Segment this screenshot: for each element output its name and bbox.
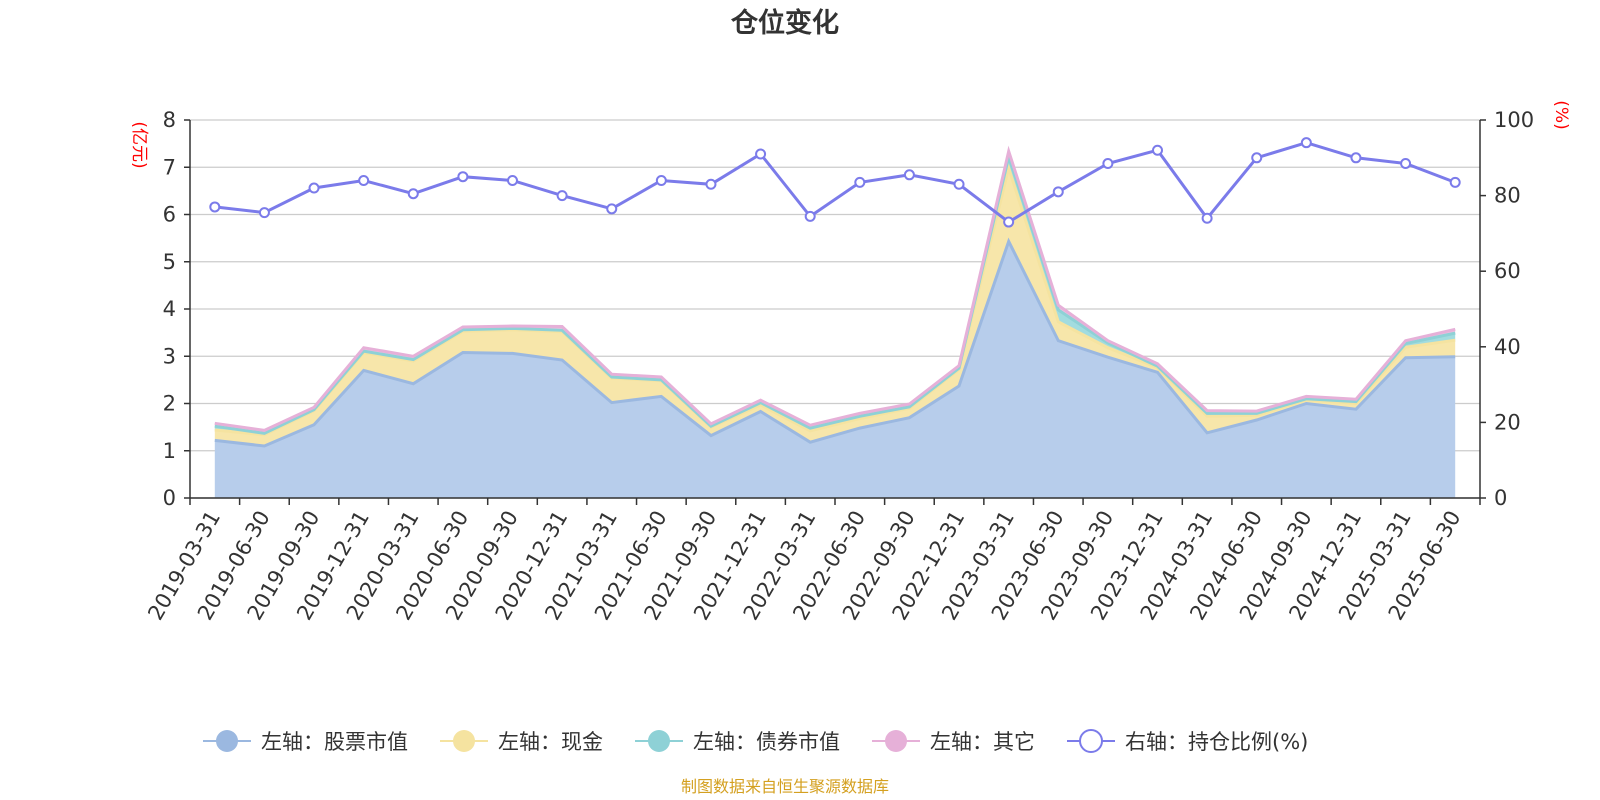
left-tick-label: 0 (163, 486, 176, 510)
ratio-point (705, 178, 717, 190)
right-tick-label: 0 (1494, 486, 1507, 510)
ratio-point (457, 171, 469, 183)
left-tick-label: 4 (163, 297, 176, 321)
legend-item[interactable]: 左轴：股票市值 (203, 730, 408, 754)
right-y-axis: (%) 0 20 40 60 80 100 (1479, 100, 1571, 510)
ratio-point (755, 148, 767, 160)
right-tick-label: 80 (1494, 184, 1521, 208)
ratio-point (1300, 137, 1312, 149)
left-axis-unit: (亿元) (129, 121, 149, 168)
ratio-line (209, 137, 1461, 228)
left-tick-label: 2 (163, 392, 176, 416)
ratio-series-line (214, 141, 1456, 224)
legend-marker (453, 730, 475, 752)
ratio-point (1201, 212, 1213, 224)
right-tick-label: 100 (1494, 108, 1534, 132)
legend-label: 左轴：现金 (498, 730, 603, 754)
legend-label: 左轴：债券市值 (693, 730, 840, 754)
legend-item[interactable]: 左轴：其它 (872, 730, 1035, 754)
right-tick-label: 40 (1494, 335, 1521, 359)
ratio-point (903, 169, 915, 181)
ratio-point (1003, 216, 1015, 228)
ratio-point (953, 178, 965, 190)
legend-item[interactable]: 左轴：债券市值 (635, 730, 840, 754)
legend-item[interactable]: 左轴：现金 (440, 730, 603, 754)
right-tick-label: 20 (1494, 410, 1521, 434)
legend-item[interactable]: 右轴：持仓比例(%) (1067, 729, 1308, 754)
left-tick-label: 5 (163, 250, 176, 274)
left-tick-label: 7 (163, 155, 176, 179)
left-tick-label: 1 (163, 439, 176, 463)
area-layers (214, 145, 1456, 498)
ratio-point (655, 174, 667, 186)
area-edge-line (214, 151, 1456, 435)
ratio-point (1251, 152, 1263, 164)
ratio-point (854, 176, 866, 188)
ratio-point (556, 190, 568, 202)
area-edge-line (214, 237, 1456, 448)
legend[interactable]: 左轴：股票市值 左轴：现金 左轴：债券市值 左轴：其它 右轴：持仓比例(%) (203, 729, 1308, 754)
ratio-point (407, 188, 419, 200)
x-axis: 2019-03-312019-06-302019-09-302019-12-31… (143, 497, 1481, 624)
ratio-point (606, 203, 618, 215)
legend-marker (885, 730, 907, 752)
ratio-point (1102, 157, 1114, 169)
area-edge-line (214, 145, 1456, 432)
left-tick-label: 6 (163, 203, 176, 227)
legend-label: 右轴：持仓比例(%) (1125, 730, 1308, 754)
right-axis-unit: (%) (1551, 100, 1571, 129)
ratio-point (358, 174, 370, 186)
ratio-point (209, 201, 221, 213)
ratio-point (507, 174, 518, 186)
ratio-point (1400, 157, 1412, 169)
ratio-point (1052, 186, 1064, 198)
ratio-point (1350, 152, 1362, 164)
ratio-point (1449, 176, 1461, 188)
ratio-point (804, 210, 816, 222)
ratio-point (308, 182, 320, 194)
left-tick-label: 3 (163, 344, 176, 368)
legend-marker (216, 730, 238, 752)
legend-label: 左轴：其它 (930, 730, 1035, 754)
legend-label: 左轴：股票市值 (261, 730, 408, 754)
area-fill (214, 241, 1456, 498)
legend-marker (1079, 729, 1103, 753)
chart-title: 仓位变化 (730, 7, 839, 39)
left-y-axis: (亿元) 0 1 2 3 4 5 6 7 8 (129, 108, 191, 510)
ratio-point (1152, 144, 1163, 156)
ratio-point (258, 207, 270, 219)
legend-marker (648, 730, 670, 752)
right-tick-label: 60 (1494, 259, 1521, 283)
data-source-note: 制图数据来自恒生聚源数据库 (681, 777, 889, 796)
left-tick-label: 8 (163, 108, 176, 132)
